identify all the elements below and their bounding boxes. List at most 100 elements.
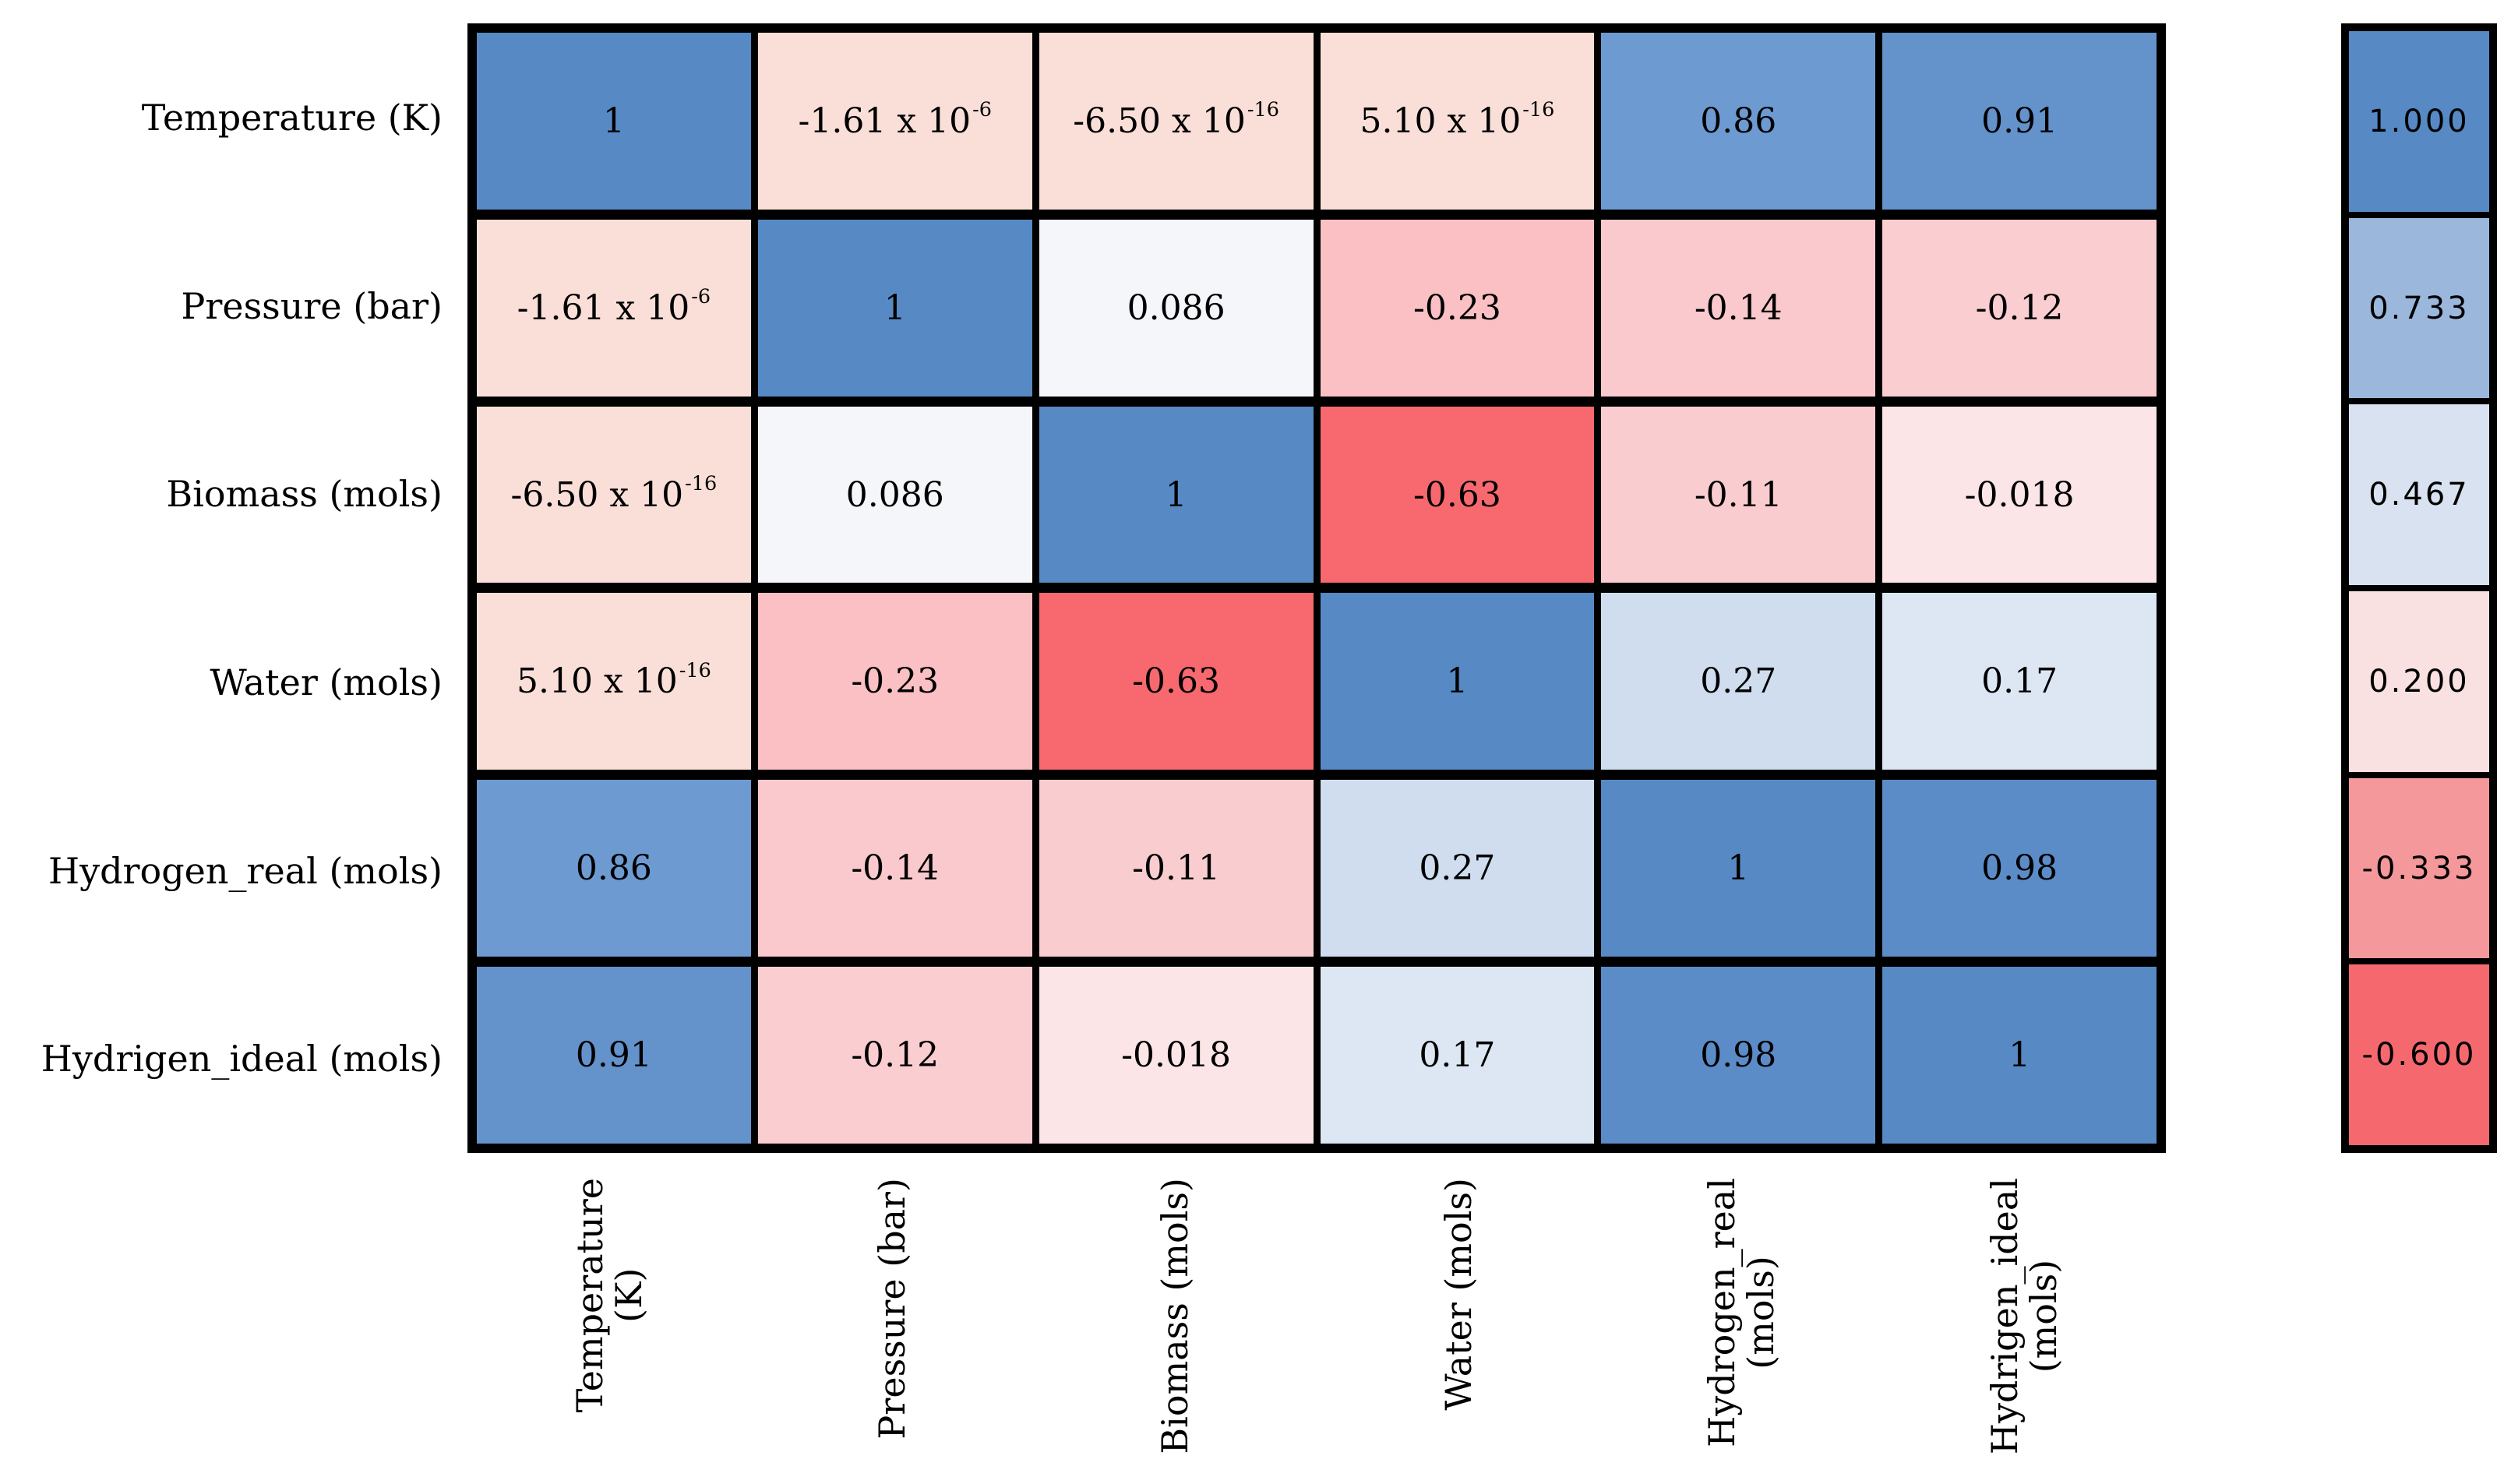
cell-value: -0.23 <box>851 661 940 702</box>
cell-value: -6.50 x 10 <box>510 474 684 515</box>
legend-entry: -0.333 <box>2349 777 2489 959</box>
matrix-cell: 0.98 <box>1601 967 1876 1144</box>
matrix-cell: -0.23 <box>757 593 1032 770</box>
cell-exponent: -16 <box>1522 98 1555 122</box>
cell-value: 0.086 <box>1127 287 1226 328</box>
matrix-cell: -6.50 x 10 -16 <box>1039 33 1314 210</box>
matrix-cell: -0.23 <box>1320 219 1595 397</box>
col-label-text: Temperature (K) <box>568 1178 650 1413</box>
matrix-cell: -6.50 x 10 -16 <box>477 406 751 583</box>
col-label: Hydrogen_real (mols) <box>1599 1161 1882 1484</box>
matrix-cell: 1 <box>477 33 751 210</box>
matrix-cell: -0.11 <box>1039 780 1314 957</box>
cell-value: 0.98 <box>1981 848 2058 889</box>
col-label-text: Hydrogen_real (mols) <box>1700 1178 1782 1447</box>
cell-value: 0.27 <box>1700 661 1777 702</box>
row-label: Hydrigen_ideal (mols) <box>41 1038 443 1080</box>
cell-value: 0.91 <box>1981 100 2058 141</box>
row-label: Temperature (K) <box>141 96 443 139</box>
row-label: Water (mols) <box>210 661 443 703</box>
cell-value: 0.17 <box>1981 661 2058 702</box>
cell-value: 1 <box>883 287 906 328</box>
cell-value: 0.86 <box>575 848 652 889</box>
matrix-cell: 0.27 <box>1601 593 1876 770</box>
matrix-cell: -0.11 <box>1601 406 1876 583</box>
cell-value: -0.63 <box>1132 661 1220 702</box>
matrix-grid: 1 -1.61 x 10 -6 -6.50 x 10 -16 5.10 x 10 -16 0.… <box>467 23 2166 1153</box>
cell-value: 0.086 <box>845 474 944 515</box>
matrix-cell: 0.17 <box>1882 593 2157 770</box>
matrix-cell: 0.17 <box>1320 967 1595 1144</box>
matrix-cell: 1 <box>1320 593 1595 770</box>
cell-value: 0.98 <box>1700 1035 1777 1076</box>
matrix-cell: 1 <box>1039 406 1314 583</box>
col-label: Water (mols) <box>1317 1161 1599 1484</box>
cell-value: 1 <box>1727 848 1750 889</box>
matrix-cell: 0.86 <box>477 780 751 957</box>
legend-entry: 1.000 <box>2349 31 2489 212</box>
cell-exponent: -6 <box>691 285 711 309</box>
cell-value: -0.018 <box>1121 1035 1231 1076</box>
cell-exponent: -16 <box>685 472 718 496</box>
cell-value: -1.61 x 10 <box>798 100 972 141</box>
matrix-cell: -0.12 <box>757 967 1032 1144</box>
color-legend: 1.000 0.733 0.467 0.200 -0.333 -0.600 <box>2341 23 2497 1153</box>
row-label: Hydrogen_real (mols) <box>48 849 443 892</box>
matrix-cell: -0.63 <box>1320 406 1595 583</box>
legend-entry: -0.600 <box>2349 964 2489 1146</box>
cell-value: -0.23 <box>1412 287 1501 328</box>
col-label-text: Biomass (mols) <box>1154 1178 1197 1454</box>
cell-value: 0.91 <box>575 1035 652 1076</box>
cell-value: -0.11 <box>1694 474 1783 515</box>
matrix-cell: 5.10 x 10 -16 <box>1320 33 1595 210</box>
col-label: Hydrigen_ideal (mols) <box>1883 1161 2166 1484</box>
cell-value: 0.86 <box>1700 100 1777 141</box>
col-label: Pressure (bar) <box>750 1161 1033 1484</box>
matrix-cell: 0.27 <box>1320 780 1595 957</box>
matrix-cell: 1 <box>1882 967 2157 1144</box>
cell-value: 0.27 <box>1419 848 1496 889</box>
legend-entry: 0.200 <box>2349 591 2489 772</box>
cell-value: -0.11 <box>1132 848 1220 889</box>
col-label-text: Water (mols) <box>1437 1178 1479 1411</box>
cell-value: 1 <box>602 100 625 141</box>
col-label: Temperature (K) <box>467 1161 750 1484</box>
cell-exponent: -16 <box>1247 98 1279 122</box>
matrix-cell: -0.14 <box>757 780 1032 957</box>
matrix-cell: -0.63 <box>1039 593 1314 770</box>
cell-value: -0.14 <box>851 848 940 889</box>
cell-value: -6.50 x 10 <box>1073 100 1246 141</box>
matrix-cell: -0.018 <box>1039 967 1314 1144</box>
cell-value: -0.14 <box>1694 287 1783 328</box>
row-label: Biomass (mols) <box>166 473 443 516</box>
col-label: Biomass (mols) <box>1034 1161 1317 1484</box>
matrix-cell: 0.086 <box>757 406 1032 583</box>
matrix-cell: 0.86 <box>1601 33 1876 210</box>
matrix-cell: 0.086 <box>1039 219 1314 397</box>
col-labels: Temperature (K) Pressure (bar) Biomass (mol… <box>467 1161 2166 1484</box>
matrix-cell: 0.98 <box>1882 780 2157 957</box>
matrix-cell: 0.91 <box>477 967 751 1144</box>
cell-value: 5.10 x 10 <box>516 661 678 702</box>
cell-value: 5.10 x 10 <box>1360 100 1522 141</box>
cell-value: -0.12 <box>1975 287 2064 328</box>
matrix-cell: 1 <box>1601 780 1876 957</box>
row-labels: Temperature (K) Pressure (bar) Biomass (mo… <box>0 23 450 1153</box>
cell-exponent: -16 <box>679 658 711 682</box>
cell-value: 0.17 <box>1419 1035 1496 1076</box>
matrix-cell: -1.61 x 10 -6 <box>477 219 751 397</box>
cell-value: -0.12 <box>851 1035 940 1076</box>
col-label-text: Hydrigen_ideal (mols) <box>1984 1178 2065 1455</box>
matrix-cell: -0.018 <box>1882 406 2157 583</box>
matrix-cell: 0.91 <box>1882 33 2157 210</box>
cell-exponent: -6 <box>972 98 992 122</box>
matrix-cell: 5.10 x 10 -16 <box>477 593 751 770</box>
col-label-text: Pressure (bar) <box>870 1178 913 1440</box>
cell-value: -1.61 x 10 <box>517 287 690 328</box>
cell-value: -0.63 <box>1412 474 1501 515</box>
legend-entry: 0.467 <box>2349 404 2489 586</box>
cell-value: -0.018 <box>1964 474 2075 515</box>
matrix-cell: -0.12 <box>1882 219 2157 397</box>
matrix-cell: -1.61 x 10 -6 <box>757 33 1032 210</box>
cell-value: 1 <box>1165 474 1187 515</box>
